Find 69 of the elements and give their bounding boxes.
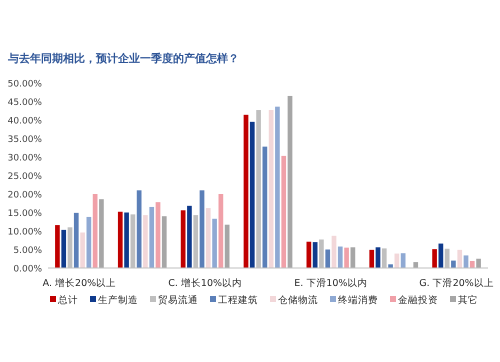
bar	[344, 248, 349, 268]
bar	[143, 215, 148, 268]
bar	[136, 190, 142, 268]
bar	[156, 202, 160, 268]
legend-label: 生产制造	[98, 294, 138, 306]
x-tick-label: G. 下滑20%以上	[419, 277, 494, 289]
bar	[200, 190, 204, 268]
bar	[457, 250, 462, 268]
bar	[451, 260, 456, 268]
y-tick-label: 10.00%	[8, 228, 42, 238]
y-tick-label: 20.00%	[8, 190, 42, 200]
y-tick-label: 0.00%	[13, 264, 42, 274]
bar	[394, 254, 400, 268]
bar	[74, 212, 79, 268]
bar	[61, 230, 66, 268]
bar	[86, 216, 92, 268]
bar	[224, 224, 230, 268]
bar	[400, 253, 406, 268]
bar	[206, 208, 211, 268]
x-tick-label: E. 下滑10%以内	[294, 277, 368, 289]
bar	[338, 246, 343, 268]
bar	[99, 199, 104, 268]
bar	[369, 250, 374, 268]
bar	[218, 194, 224, 268]
chart-title: 与去年同期相比，预计企业一季度的产值怎样？	[7, 52, 239, 65]
bar	[187, 206, 192, 268]
bar	[268, 110, 274, 268]
bar	[350, 247, 356, 268]
legend-label: 总计	[57, 294, 78, 306]
y-tick-label: 35.00%	[8, 135, 42, 145]
bar	[92, 194, 98, 268]
legend-label: 工程建筑	[218, 294, 258, 306]
bar	[432, 249, 437, 268]
bar	[162, 216, 167, 268]
x-tick-label: C. 增长10%以内	[168, 277, 242, 289]
bar	[180, 210, 186, 268]
x-tick-label: A. 增长20%以上	[42, 277, 116, 289]
y-tick-label: 5.00%	[13, 246, 42, 256]
bar	[376, 247, 380, 268]
y-tick-label: 45.00%	[8, 98, 42, 108]
y-tick-label: 50.00%	[8, 80, 42, 90]
legend-label: 仓储物流	[278, 294, 318, 306]
bar	[262, 146, 268, 268]
bar	[124, 212, 129, 268]
y-tick-label: 15.00%	[8, 209, 42, 219]
bar	[80, 232, 85, 268]
bar	[281, 156, 286, 268]
bar	[464, 255, 468, 268]
bar	[275, 106, 280, 268]
bar	[476, 258, 481, 268]
y-tick-label: 40.00%	[8, 116, 42, 126]
legend-label: 金融投资	[398, 294, 438, 306]
bar	[312, 242, 318, 268]
legend-label: 贸易流通	[158, 294, 198, 306]
bar	[118, 212, 123, 268]
y-tick-label: 30.00%	[8, 154, 42, 164]
legend-label: 终端消费	[338, 294, 378, 306]
bar	[212, 218, 217, 268]
bar	[288, 96, 292, 268]
bar	[438, 244, 444, 268]
bar	[55, 225, 60, 268]
y-tick-label: 25.00%	[8, 172, 42, 182]
bar	[306, 242, 312, 268]
bar	[250, 122, 255, 268]
legend-label: 其它	[458, 294, 478, 306]
bar	[149, 206, 154, 268]
bar	[325, 250, 330, 268]
bar	[244, 114, 248, 268]
bar	[332, 236, 336, 268]
